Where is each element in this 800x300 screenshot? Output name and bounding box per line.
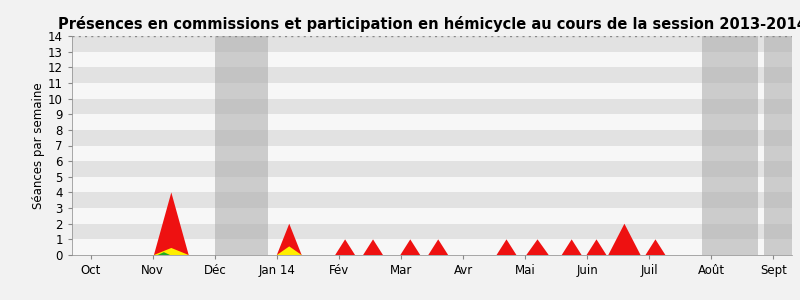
Polygon shape: [608, 224, 641, 255]
Polygon shape: [646, 239, 666, 255]
Bar: [72, 83, 792, 99]
Bar: [702, 36, 758, 255]
Polygon shape: [154, 248, 189, 255]
Bar: [72, 208, 792, 224]
Bar: [72, 52, 792, 67]
Y-axis label: Séances par semaine: Séances par semaine: [32, 82, 45, 209]
Bar: [72, 130, 792, 146]
Polygon shape: [526, 239, 549, 255]
Bar: [72, 239, 792, 255]
Polygon shape: [277, 224, 302, 255]
Bar: [72, 192, 792, 208]
Bar: [72, 177, 792, 192]
Polygon shape: [428, 239, 448, 255]
Polygon shape: [277, 246, 302, 255]
Polygon shape: [586, 239, 606, 255]
Bar: [764, 36, 800, 255]
Polygon shape: [400, 239, 420, 255]
Bar: [72, 146, 792, 161]
Bar: [72, 99, 792, 114]
Polygon shape: [158, 252, 170, 255]
Bar: [214, 36, 267, 255]
Bar: [72, 67, 792, 83]
Polygon shape: [335, 239, 355, 255]
Bar: [72, 161, 792, 177]
Bar: [72, 224, 792, 239]
Polygon shape: [497, 239, 517, 255]
Polygon shape: [562, 239, 582, 255]
Bar: [72, 36, 792, 52]
Bar: [72, 114, 792, 130]
Polygon shape: [154, 192, 189, 255]
Title: Présences en commissions et participation en hémicycle au cours de la session 20: Présences en commissions et participatio…: [58, 16, 800, 32]
Polygon shape: [363, 239, 383, 255]
